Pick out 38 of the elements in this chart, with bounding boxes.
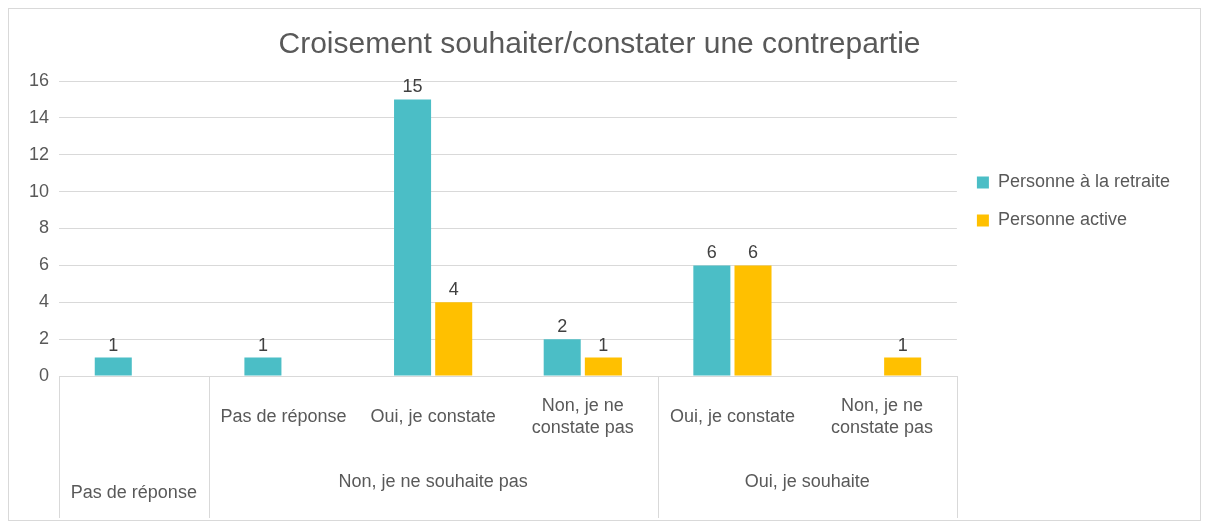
- data-label: 6: [706, 242, 717, 263]
- bar: [584, 357, 622, 376]
- legend-label: Personne active: [997, 209, 1127, 230]
- x-tick-label: Non, je ne constate pas: [831, 394, 934, 437]
- y-tick-label: 12: [28, 143, 50, 164]
- bar: [244, 357, 282, 376]
- data-label: 6: [748, 242, 759, 263]
- bar: [394, 99, 432, 376]
- data-label: 1: [897, 334, 908, 355]
- x-tick-label: Pas de réponse: [220, 405, 347, 426]
- text: Non, je ne souhaite pas: [338, 470, 528, 491]
- bar: [884, 357, 922, 376]
- bar: [693, 265, 731, 376]
- data-label: 15: [402, 76, 423, 97]
- data-label: 4: [448, 279, 459, 300]
- x-tick-label: Oui, je constate: [669, 405, 795, 426]
- data-label: 1: [598, 334, 609, 355]
- y-tick-label: 10: [28, 180, 50, 201]
- y-tick-label: 8: [39, 217, 50, 238]
- y-tick-label: 0: [39, 364, 50, 385]
- bar: [734, 265, 772, 376]
- x-tick-label: Oui, je constate: [370, 405, 496, 426]
- y-tick-label: 16: [28, 69, 50, 90]
- bar: [435, 302, 473, 376]
- y-tick-label: 4: [39, 291, 50, 312]
- data-label: 2: [557, 316, 568, 337]
- data-label: 1: [108, 334, 119, 355]
- bar: [94, 357, 132, 376]
- chart-title: Croisement souhaiter/constater une contrepartie: [278, 26, 921, 60]
- legend-label: Personne à la retraite: [997, 171, 1171, 192]
- y-tick-label: 2: [39, 328, 50, 349]
- data-label: 1: [257, 334, 268, 355]
- y-tick-label: 6: [39, 254, 50, 275]
- text: Pas de réponse: [70, 481, 197, 502]
- y-tick-label: 14: [28, 106, 50, 127]
- x-tick-label: Non, je ne constate pas: [531, 394, 634, 437]
- text: Oui, je souhaite: [744, 470, 870, 491]
- bar: [543, 339, 581, 376]
